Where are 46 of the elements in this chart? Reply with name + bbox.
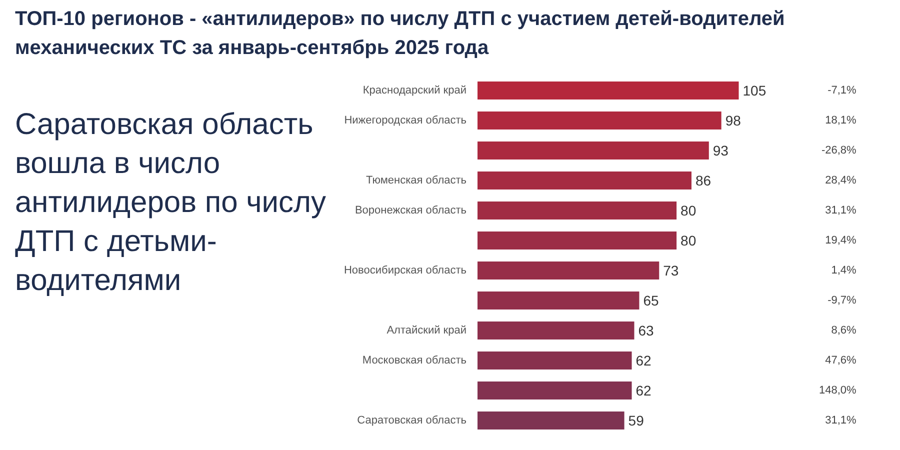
text: 28,4% (825, 174, 857, 186)
text: 47,6% (825, 354, 857, 366)
text: 18,1% (825, 114, 857, 126)
text: 148,0% (819, 384, 857, 396)
y-tick-label: Нижегородская область (344, 114, 467, 126)
y-tick-label: Саратовская область (357, 414, 467, 426)
text: -26,8% (821, 144, 857, 156)
bar (478, 112, 722, 130)
data-label: 63 (638, 322, 654, 338)
bar (478, 262, 660, 280)
bar (478, 382, 632, 400)
data-label: 105 (742, 82, 766, 98)
y-tick-label: Тюменская область (366, 174, 467, 186)
chart-title: ТОП-10 регионов - «антилидеров» по числу ДТП с участием детей-водителей механических ТС за январь-сентябрь 2025 года (15, 7, 786, 61)
bar (478, 292, 640, 310)
y-tick-label: Краснодарский край (362, 84, 467, 96)
text: 31,1% (825, 414, 857, 426)
bar (478, 232, 677, 250)
bar (478, 172, 692, 190)
text: -7,1% (828, 84, 857, 96)
y-tick-label: Алтайский край (386, 324, 467, 336)
text: 31,1% (825, 204, 857, 216)
text: Саратовская область вошла в число антилидеров по числу ДТП с детьми-водителями (15, 107, 328, 299)
text: -9,7% (828, 294, 857, 306)
data-label: 73 (663, 262, 679, 278)
bar (478, 412, 624, 430)
bar (478, 352, 632, 370)
data-label: 62 (636, 352, 652, 368)
data-label: 65 (643, 292, 660, 308)
data-label: 80 (680, 202, 696, 218)
data-label: 59 (628, 412, 644, 428)
data-label: 86 (695, 172, 712, 188)
bar (478, 322, 634, 340)
data-label: 98 (725, 112, 742, 128)
text: 8,6% (831, 324, 857, 336)
data-label: 93 (712, 142, 729, 158)
y-tick-label: Воронежская область (354, 204, 467, 216)
text: 19,4% (825, 234, 857, 246)
data-label: 80 (680, 232, 696, 248)
text: 1,4% (831, 264, 857, 276)
data-label: 62 (636, 382, 652, 398)
bar (478, 142, 709, 160)
y-tick-label: Новосибирская область (344, 264, 467, 276)
bar (478, 82, 739, 100)
bar (478, 202, 677, 220)
y-tick-label: Московская область (362, 354, 467, 366)
